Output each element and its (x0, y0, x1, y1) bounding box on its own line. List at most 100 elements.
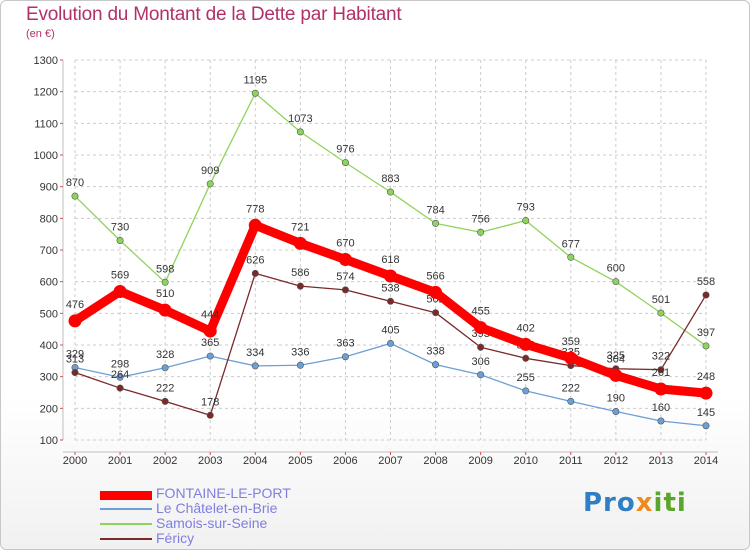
data-label: 778 (246, 203, 264, 215)
data-label: 510 (156, 288, 174, 300)
legend-item-samois: Samois-sur-Seine (100, 515, 360, 532)
x-tick-label: 2002 (153, 455, 177, 467)
data-point (654, 382, 668, 396)
legend-label: Samois-sur-Seine (156, 515, 268, 531)
data-point (432, 309, 440, 317)
legend-label: Féricy (156, 530, 195, 546)
data-point (657, 309, 665, 317)
y-tick-label: 700 (40, 245, 58, 257)
data-label: 558 (697, 276, 715, 288)
y-tick-label: 400 (40, 340, 58, 352)
data-label: 178 (201, 396, 219, 408)
data-point (206, 411, 214, 419)
data-point (251, 89, 259, 97)
data-label: 325 (607, 350, 625, 362)
data-label: 322 (652, 351, 670, 363)
data-label: 328 (156, 349, 174, 361)
data-point (206, 352, 214, 360)
data-point (477, 343, 485, 351)
x-tick-label: 2013 (649, 455, 673, 467)
data-point (68, 314, 82, 328)
data-point (522, 354, 530, 362)
x-tick-label: 2001 (108, 455, 132, 467)
x-tick-label: 2010 (513, 455, 537, 467)
data-point (251, 362, 259, 370)
legend-swatch (100, 523, 152, 525)
data-label: 976 (336, 144, 354, 156)
data-point (564, 351, 578, 365)
y-tick-label: 300 (40, 372, 58, 384)
y-tick-label: 600 (40, 277, 58, 289)
data-point (702, 422, 710, 430)
data-point (522, 387, 530, 395)
data-label: 784 (426, 204, 444, 216)
data-point (116, 373, 124, 381)
data-label: 264 (111, 369, 129, 381)
legend-swatch (100, 538, 152, 540)
data-point (113, 284, 127, 298)
data-point (296, 282, 304, 290)
data-point (158, 303, 172, 317)
data-label: 909 (201, 165, 219, 177)
data-label: 359 (562, 336, 580, 348)
x-tick-label: 2009 (468, 455, 492, 467)
data-label: 538 (381, 282, 399, 294)
data-point (296, 361, 304, 369)
data-point (474, 321, 488, 335)
data-point (657, 366, 665, 374)
data-point (386, 297, 394, 305)
data-point (161, 278, 169, 286)
data-point (116, 237, 124, 245)
data-point (338, 253, 352, 266)
data-label: 222 (562, 382, 580, 394)
legend-swatch (100, 491, 152, 500)
data-label: 476 (66, 299, 84, 311)
legend-swatch (100, 508, 152, 510)
y-tick-label: 1000 (34, 150, 58, 162)
data-label: 883 (381, 173, 399, 185)
y-tick-label: 200 (40, 403, 58, 415)
y-tick-label: 1300 (34, 55, 58, 67)
data-point (161, 397, 169, 405)
data-point (429, 285, 443, 299)
data-point (296, 128, 304, 136)
data-point (609, 368, 623, 382)
data-label: 600 (607, 263, 625, 275)
data-label: 730 (111, 222, 129, 234)
data-point (116, 384, 124, 392)
data-label: 569 (111, 269, 129, 281)
data-point (477, 371, 485, 379)
data-point (432, 361, 440, 369)
data-label: 336 (291, 346, 309, 358)
data-point (612, 278, 620, 286)
chart-subtitle: (en €) (26, 28, 55, 40)
y-tick-label: 800 (40, 213, 58, 225)
data-point (71, 192, 79, 200)
data-label: 338 (426, 346, 444, 358)
data-label: 626 (246, 254, 264, 266)
legend-item-fericy: Féricy (100, 530, 360, 547)
data-label: 1195 (243, 74, 267, 86)
data-point (71, 369, 79, 377)
data-label: 222 (156, 382, 174, 394)
y-tick-label: 1100 (34, 118, 58, 130)
data-label: 405 (381, 324, 399, 336)
data-label: 334 (246, 347, 264, 359)
data-label: 160 (652, 402, 670, 414)
data-label: 677 (562, 238, 580, 250)
data-point (567, 253, 575, 261)
data-point (248, 218, 262, 232)
data-label: 793 (517, 202, 535, 214)
data-point (567, 397, 575, 405)
data-point (293, 236, 307, 250)
data-label: 255 (517, 372, 535, 384)
legend-label: Le Châtelet-en-Brie (156, 500, 278, 516)
y-tick-label: 1200 (34, 87, 58, 99)
data-label: 721 (291, 221, 309, 233)
data-label: 261 (652, 367, 670, 379)
data-point (386, 339, 394, 347)
data-label: 501 (652, 294, 670, 306)
data-point (341, 159, 349, 167)
y-tick-label: 100 (40, 435, 58, 447)
data-label: 444 (201, 309, 219, 321)
